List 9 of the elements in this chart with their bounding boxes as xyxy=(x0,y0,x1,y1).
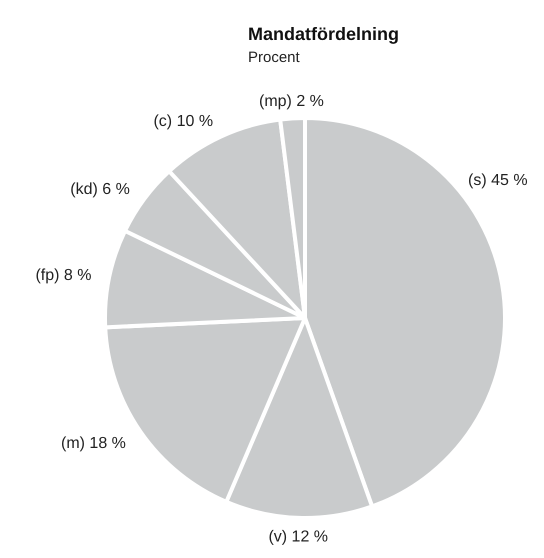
slice-label: (fp) 8 % xyxy=(35,266,92,284)
slice-label: (mp) 2 % xyxy=(258,93,324,110)
chart-subtitle: Procent xyxy=(248,49,301,66)
slice-label: (v) 12 % xyxy=(268,528,328,546)
slice-label: (c) 10 % xyxy=(153,112,214,130)
slice-label: (s) 45 % xyxy=(468,172,528,189)
slice-label: (kd) 6 % xyxy=(70,180,130,198)
chart-title: Mandatfördelning xyxy=(248,24,399,44)
slice-label: (m) 18 % xyxy=(60,434,126,452)
